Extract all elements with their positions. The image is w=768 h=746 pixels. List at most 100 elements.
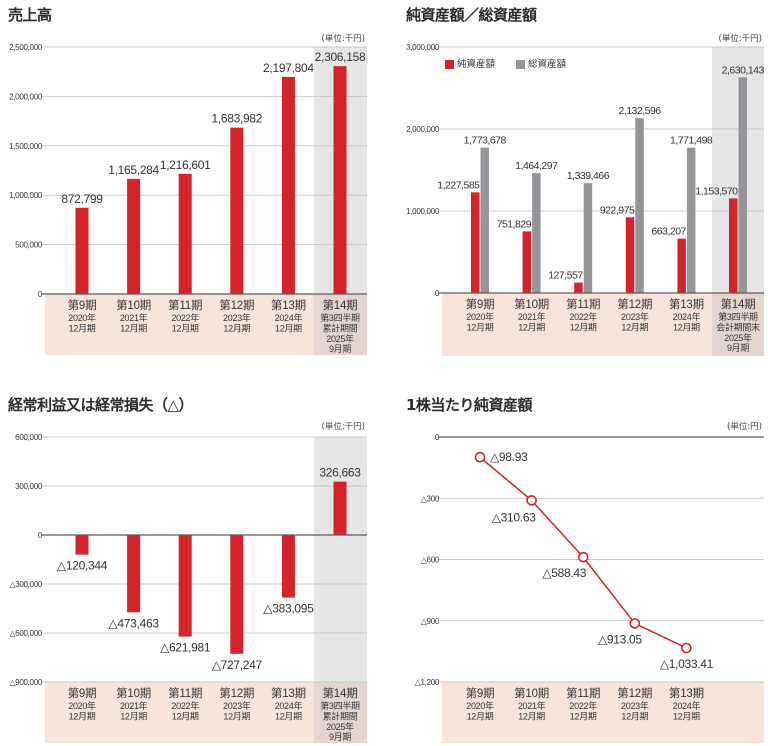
bar-value-label: △621,981	[160, 641, 211, 655]
data-point-marker	[681, 642, 692, 654]
category-sublabel: 2024年	[275, 312, 303, 323]
bar-total-assets	[738, 77, 747, 293]
category-label: 第14期	[323, 686, 358, 700]
category-sublabel: 累計期間	[323, 711, 358, 722]
bar	[178, 535, 192, 637]
bar-value-label: 1,216,601	[160, 158, 211, 172]
bar-net-assets	[471, 192, 480, 293]
y-tick-label: 2,000,000	[406, 125, 440, 134]
category-sublabel: 2022年	[171, 312, 199, 323]
bar-value-label: 2,306,158	[315, 50, 366, 64]
category-sublabel: 2025年	[326, 333, 354, 344]
category-sublabel: 第3四半期	[320, 312, 360, 323]
bar-value-label: △383,095	[263, 602, 314, 616]
bar-value-label-net-assets: 1,227,585	[437, 179, 480, 191]
category-sublabel: 2024年	[275, 700, 303, 711]
category-sublabel: 2020年	[466, 311, 494, 322]
category-sublabel: 12月期	[69, 712, 96, 722]
category-sublabel: 12月期	[673, 323, 700, 333]
category-label: 第13期	[271, 686, 306, 700]
category-sublabel: 12月期	[223, 712, 250, 722]
category-sublabel: 2021年	[518, 700, 546, 711]
bar	[127, 178, 141, 294]
y-tick-label: 300,000	[15, 482, 43, 491]
bar-value-label-net-assets: 922,975	[600, 204, 635, 216]
y-tick-label: 0	[435, 289, 440, 298]
category-sublabel: 2024年	[673, 700, 701, 711]
assets-chart: 純資産額／総資産額 (単位:千円) 純資産額 総資産額 0 1,000,000 2,…	[384, 0, 768, 373]
chart-title: 1株当たり純資産額	[406, 396, 532, 414]
category-sublabel: 2025年	[326, 721, 354, 732]
category-sublabel: 12月期	[518, 712, 545, 722]
data-point-marker	[577, 551, 589, 563]
y-tick-label: △600,000	[9, 629, 43, 638]
bar-value-label: 872,799	[61, 192, 103, 206]
bar	[127, 535, 141, 613]
category-sublabel: 12月期	[570, 323, 597, 333]
bar-value-label-net-assets: 127,557	[548, 270, 583, 282]
y-tick-label: 0	[38, 290, 43, 299]
y-tick-label: △300	[421, 494, 440, 503]
sales-chart: 売上高 (単位:千円) 0 500,000 1,000,000 1,500,000 2,…	[0, 0, 384, 373]
category-label: 第12期	[617, 297, 652, 311]
bar-net-assets	[522, 231, 532, 293]
category-sublabel: 12月期	[570, 712, 597, 722]
unit-label: (単位:千円)	[718, 34, 763, 44]
unit-label: (単位:円)	[727, 422, 762, 432]
category-label: 第11期	[168, 298, 202, 312]
data-point-label: △588.43	[542, 566, 586, 580]
data-point-label: △310.63	[492, 510, 536, 524]
bar-total-assets	[635, 118, 644, 293]
y-tick-label: 1,000,000	[406, 207, 440, 216]
data-point-label: △98.93	[490, 450, 528, 464]
bar	[230, 535, 244, 654]
category-band	[45, 294, 367, 355]
category-label: 第11期	[566, 686, 600, 700]
legend-swatch-net-assets	[445, 60, 454, 69]
bar-value-label-total-assets: 2,630,143	[722, 64, 765, 76]
y-tick-label: 3,000,000	[406, 43, 440, 52]
category-sublabel: 12月期	[467, 712, 494, 722]
category-sublabel: 2023年	[621, 311, 649, 322]
y-tick-label: △1,200	[415, 678, 440, 687]
y-tick-label: △900	[421, 617, 440, 626]
highlight-column	[712, 47, 764, 293]
bar	[281, 535, 295, 598]
bar-value-label-net-assets: 1,153,570	[695, 185, 738, 197]
bar-value-label-total-assets: 2,132,596	[618, 105, 661, 117]
category-sublabel: 第3四半期	[320, 700, 360, 711]
y-tick-label: △300,000	[9, 580, 43, 589]
bar-total-assets	[583, 183, 593, 293]
y-tick-label: 2,000,000	[9, 92, 43, 101]
data-point-marker	[526, 495, 537, 506]
bar-value-label: 2,197,804	[263, 61, 314, 75]
bar-value-label-total-assets: 1,464,297	[515, 160, 558, 172]
bar-total-assets	[532, 172, 541, 293]
category-sublabel: 累計期間	[323, 323, 358, 334]
bar-value-label-total-assets: 1,771,498	[670, 135, 713, 147]
bar-net-assets	[574, 282, 583, 293]
chart-title: 経常利益又は経常損失（△）	[8, 396, 194, 414]
data-point-marker	[629, 618, 641, 629]
category-sublabel: 9月期	[329, 344, 351, 354]
chart-title: 売上高	[8, 6, 52, 24]
category-sublabel: 12月期	[120, 712, 147, 722]
category-sublabel: 2020年	[68, 700, 96, 711]
ordinary-income-bar-plot: △900,000 △600,000 △300,000 0 300,000 600,000 △…	[9, 433, 367, 743]
bar-net-assets	[625, 217, 635, 293]
highlight-category-band	[314, 294, 367, 355]
net-assets-per-share-line-plot: △1,200 △900 △600 △300 0 △98.93 △310.63 △588.43 △…	[415, 433, 764, 743]
category-sublabel: 会計期間末	[716, 322, 760, 333]
category-sublabel: 2025年	[724, 332, 752, 343]
highlight-column	[314, 437, 367, 682]
y-tick-label: 0	[38, 531, 43, 540]
legend-label-total-assets: 総資産額	[528, 59, 567, 70]
category-label: 第9期	[466, 686, 495, 700]
bar-net-assets	[677, 238, 686, 293]
sales-bar-plot: 0 500,000 1,000,000 1,500,000 2,000,000 2,500…	[9, 43, 367, 355]
category-sublabel: 2022年	[569, 700, 597, 711]
category-sublabel: 2021年	[518, 311, 546, 322]
ordinary-income-chart: 経常利益又は経常損失（△） (単位:千円) △900,000 △600,000 △3…	[0, 373, 384, 746]
category-sublabel: 2023年	[223, 312, 251, 323]
bar-value-label-total-assets: 1,773,678	[464, 135, 507, 147]
